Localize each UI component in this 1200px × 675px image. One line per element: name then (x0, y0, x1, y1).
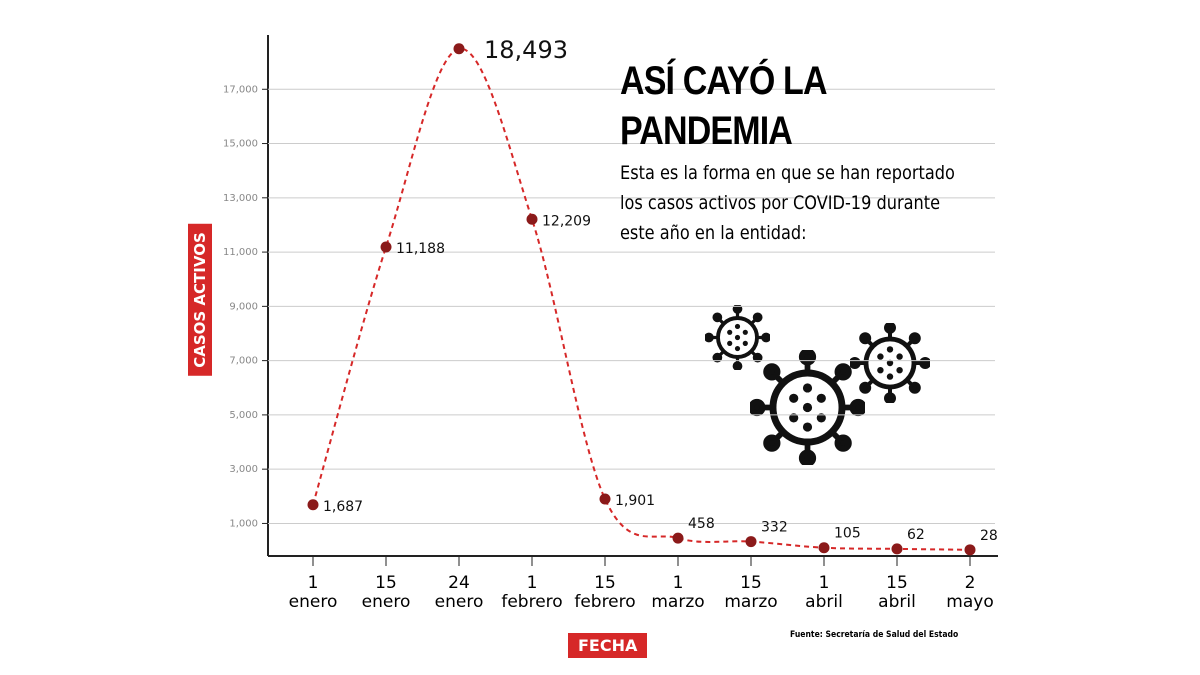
x-axis-label: FECHA (568, 633, 648, 658)
x-tick-label: 15 abril (878, 573, 916, 612)
value-label: 105 (834, 526, 861, 542)
value-label: 12,209 (542, 213, 591, 229)
point (818, 542, 830, 554)
y-tick-label: 15,000 (223, 139, 258, 150)
point (672, 532, 684, 544)
point (380, 241, 392, 253)
chart-title: ASÍ CAYÓ LA PANDEMIA (620, 59, 826, 153)
value-label: 18,493 (484, 36, 568, 64)
virus-icon (751, 351, 864, 464)
value-label: 1,687 (323, 499, 363, 515)
y-tick-label: 7,000 (229, 356, 258, 367)
value-label: 458 (688, 516, 715, 532)
value-label: 332 (761, 520, 788, 536)
x-tick-label: 15 marzo (724, 573, 778, 612)
x-tick-label: 1 febrero (501, 573, 563, 612)
y-tick-label: 17,000 (223, 84, 258, 95)
y-tick-label: 11,000 (223, 247, 258, 258)
x-tick-label: 1 marzo (651, 573, 705, 612)
y-tick-label: 5,000 (229, 410, 258, 421)
x-tick-label: 2 mayo (946, 573, 994, 612)
x-tick-label: 1 enero (288, 573, 338, 612)
y-axis-label: CASOS ACTIVOS (188, 224, 212, 376)
y-tick-label: 13,000 (223, 193, 258, 204)
value-label: 11,188 (396, 241, 445, 257)
y-tick-label: 1,000 (229, 518, 258, 529)
x-tick-label: 15 febrero (574, 573, 636, 612)
x-tick-label: 24 enero (434, 573, 484, 612)
x-tick-label: 1 abril (805, 573, 843, 612)
point (453, 43, 465, 55)
x-tick-label: 15 enero (361, 573, 411, 612)
value-label: 62 (907, 527, 925, 543)
y-tick-label: 9,000 (229, 301, 258, 312)
chart-subtitle: Esta es la forma en que se han reportado… (620, 162, 955, 244)
point (599, 493, 611, 505)
point (891, 543, 903, 555)
point (307, 499, 319, 511)
virus-icon (851, 324, 929, 402)
point (745, 536, 757, 548)
point (964, 544, 976, 556)
source: Fuente: Secretaría de Salud del Estado (790, 630, 959, 640)
point (526, 213, 538, 225)
y-tick-label: 3,000 (229, 464, 258, 475)
virus-icon (705, 305, 770, 370)
value-label: 1,901 (615, 493, 655, 509)
value-label: 28 (980, 528, 998, 544)
